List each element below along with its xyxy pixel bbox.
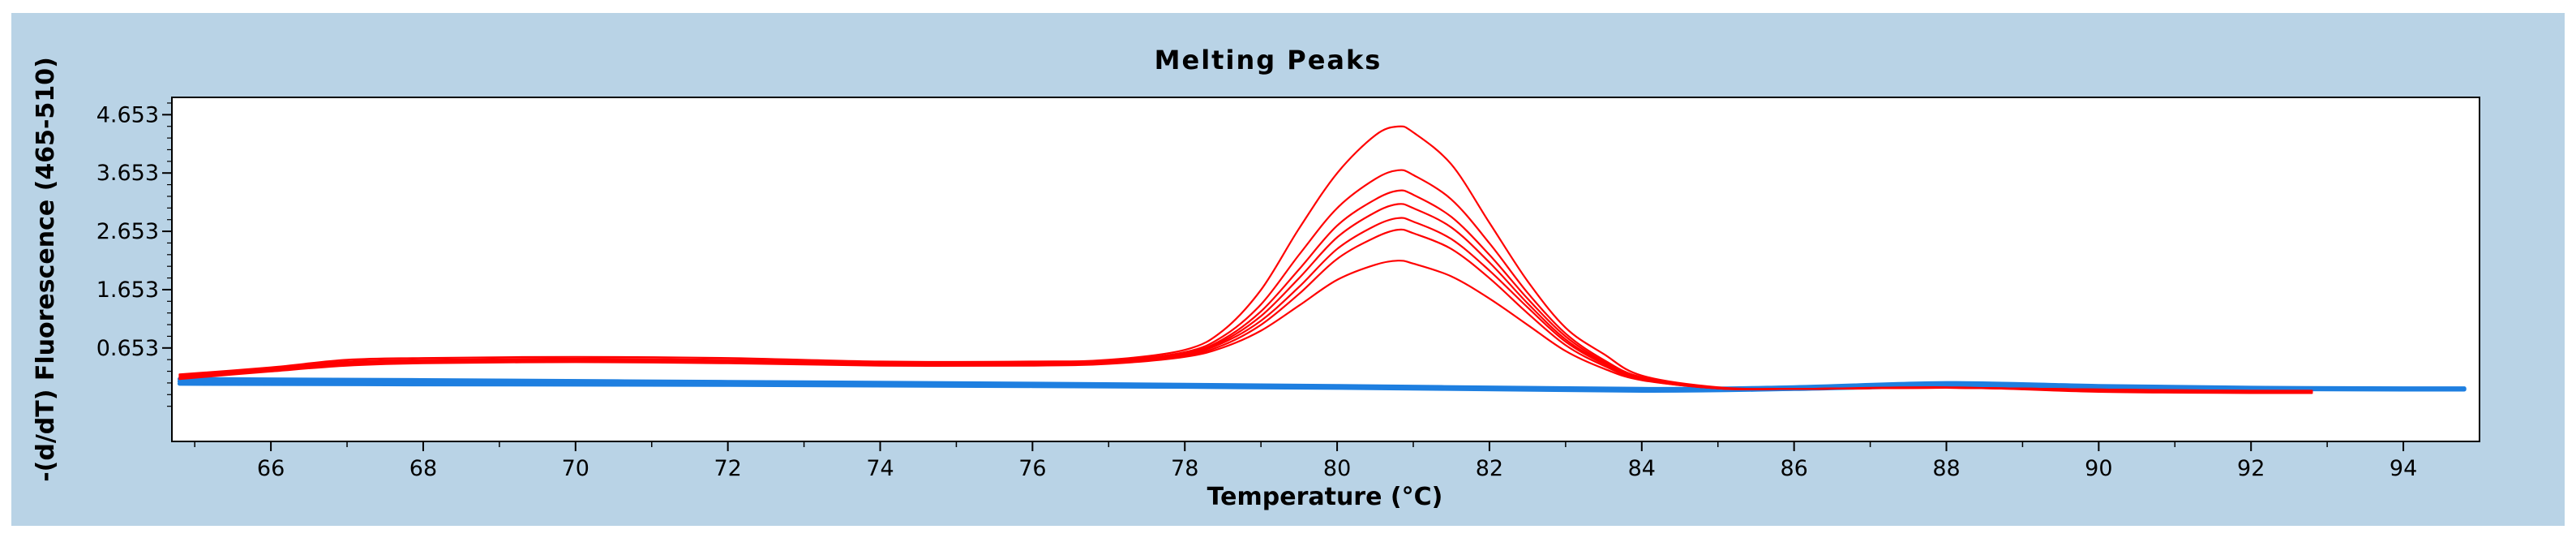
y-tick-label: 0.653 bbox=[96, 336, 159, 361]
x-tick-label: 82 bbox=[1476, 456, 1503, 481]
chart-panel: Melting Peaks 66 68 70 72 74 76 78 80 82 84 86 88 90… bbox=[11, 13, 2565, 526]
x-tick-label: 66 bbox=[257, 456, 285, 481]
x-tick-label: 94 bbox=[2390, 456, 2417, 481]
melting-peaks-chart: Melting Peaks 66 68 70 72 74 76 78 80 82 84 86 88 90… bbox=[32, 45, 2480, 511]
x-tick-label: 88 bbox=[1932, 456, 1960, 481]
curves bbox=[177, 125, 2467, 394]
sample-curve bbox=[178, 260, 2313, 392]
x-tick-label: 70 bbox=[562, 456, 589, 481]
x-tick-label: 90 bbox=[2085, 456, 2112, 481]
y-tick-label: 3.653 bbox=[96, 161, 159, 186]
x-tick-label: 74 bbox=[866, 456, 894, 481]
control-curve bbox=[177, 381, 2467, 394]
y-axis-ticks: 0.653 1.653 2.653 3.653 4.653 bbox=[96, 102, 172, 407]
x-tick-label: 78 bbox=[1171, 456, 1198, 481]
x-tick-label: 68 bbox=[409, 456, 437, 481]
x-tick-label: 76 bbox=[1018, 456, 1046, 481]
x-tick-label: 84 bbox=[1628, 456, 1656, 481]
x-tick-label: 86 bbox=[1780, 456, 1807, 481]
y-axis-label: -(d/dT) Fluorescence (465-510) bbox=[32, 57, 60, 482]
chart-title: Melting Peaks bbox=[1155, 45, 1382, 75]
y-tick-label: 2.653 bbox=[96, 219, 159, 244]
x-tick-label: 80 bbox=[1323, 456, 1351, 481]
y-tick-label: 4.653 bbox=[96, 102, 159, 127]
x-axis-label: Temperature (°C) bbox=[1207, 483, 1443, 511]
x-tick-label: 72 bbox=[714, 456, 741, 481]
y-tick-label: 1.653 bbox=[96, 278, 159, 303]
x-tick-label: 92 bbox=[2237, 456, 2265, 481]
x-axis-ticks: 66 68 70 72 74 76 78 80 82 84 86 88 90 92 94 bbox=[194, 441, 2417, 481]
